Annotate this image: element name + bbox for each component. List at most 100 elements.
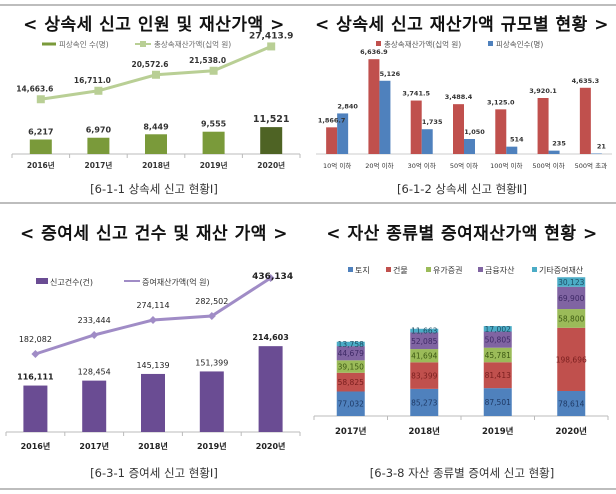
legend-label: 총상속재산가액(십억 원) (384, 39, 461, 49)
line-marker (266, 274, 275, 282)
stacked-bar-segment (410, 388, 439, 416)
bar (87, 137, 110, 154)
x-tick-label: 2018년 (409, 426, 441, 437)
legend-label: 유가증권 (433, 265, 462, 275)
legend-label: 피상속인수(명) (496, 39, 543, 49)
stacked-bar-segment (336, 341, 365, 347)
segment-data-label: 13,758 (338, 340, 364, 349)
bar (421, 129, 433, 154)
line-data-label: 20,572.6 (131, 60, 168, 69)
segment-data-label: 78,614 (558, 399, 584, 408)
bar-data-label: 11,521 (253, 114, 290, 125)
legend-label: 총상속재산가액(십억 원) (154, 39, 231, 49)
line-marker (90, 331, 99, 339)
stacked-bar-segment (557, 277, 586, 287)
legend-swatch-bar (36, 278, 48, 284)
bar (199, 371, 224, 432)
line-data-label: 274,114 (136, 301, 169, 310)
bar-data-label: 6,217 (28, 127, 53, 136)
x-tick-label: 30억 이하 (408, 161, 436, 170)
legend-label: 금융자산 (485, 265, 515, 275)
legend-swatch (478, 267, 483, 272)
chart-title: < 증여세 신고 건수 및 재산 가액 > (19, 224, 289, 244)
x-tick-label: 50억 이하 (450, 161, 478, 170)
stacked-bar-segment (336, 346, 365, 361)
line-marker (207, 312, 216, 320)
bar (548, 150, 560, 154)
line-data-label: 282,502 (195, 297, 228, 306)
bar (260, 127, 283, 154)
stacked-bar-segment (410, 332, 439, 350)
bar-data-label: 128,454 (78, 368, 111, 377)
x-tick-label: 2019년 (200, 160, 228, 170)
stacked-bar-segment (557, 286, 586, 310)
line-marker (267, 42, 276, 51)
gift-overview-panel: < 증여세 신고 건수 및 재산 가액 > 신고건수(건) 증여재산가액(억 원)… (0, 206, 308, 488)
bar-data-label: 3,920.1 (529, 87, 557, 95)
x-tick-label: 2019년 (197, 441, 227, 451)
legend-swatch (426, 267, 431, 272)
segment-data-label: 11,663 (411, 327, 437, 336)
bar (337, 113, 349, 154)
x-tick-label: 2017년 (79, 441, 109, 451)
stacked-bar-segment (410, 349, 439, 363)
top-divider (0, 4, 616, 6)
inherit-by-size-chart: 총상속재산가액(십억 원) 피상속인수(명) 1,866.7 2,840 10억 이하 6… (316, 39, 612, 170)
bar-data-label: 151,399 (195, 358, 228, 367)
bar-data-label: 3,125.0 (487, 98, 515, 106)
x-tick-label: 2019년 (482, 426, 514, 437)
x-tick-label: 10억 이하 (323, 161, 351, 170)
bar (453, 104, 464, 154)
line-data-label: 436,134 (252, 272, 293, 282)
bar-data-label: 1,050 (464, 128, 485, 136)
bar-data-label: 1,866.7 (318, 116, 346, 124)
segment-data-label: 17,002 (485, 325, 511, 334)
chart-title: < 상속세 신고 인원 및 재산가액 > (23, 15, 285, 35)
stacked-bar-segment (336, 360, 365, 373)
segment-data-label: 85,273 (411, 398, 437, 407)
stacked-bar-segment (410, 362, 439, 389)
bar-data-label: 3,741.5 (402, 90, 430, 98)
bar-data-label: 6,970 (86, 126, 112, 135)
inherit-overview-panel: < 상속세 신고 인원 및 재산가액 > 피상속인 수(명) 총상속재산가액(십억… (0, 0, 308, 200)
stacked-bar-segment (483, 326, 512, 332)
segment-data-label: 83,399 (411, 372, 437, 381)
segment-data-label: 41,694 (411, 352, 437, 361)
bar-data-label: 235 (552, 140, 566, 148)
line-data-label: 182,082 (19, 335, 52, 344)
chart-caption: [6-3-1 증여세 신고 현황Ⅰ] (90, 466, 218, 480)
bar-data-label: 3,488.4 (445, 93, 473, 101)
chart-caption: [6-3-8 자산 종류별 증여세 신고 현황] (369, 466, 555, 480)
chart-title: < 자산 종류별 증여재산가액 현황 > (326, 224, 598, 244)
bar-data-label: 2,840 (337, 102, 358, 110)
segment-data-label: 50,805 (485, 336, 511, 345)
x-tick-label: 2018년 (142, 160, 170, 170)
stacked-bar-segment (336, 391, 365, 416)
legend-label: 피상속인 수(명) (59, 39, 109, 49)
bar (579, 87, 591, 154)
line-marker (149, 316, 157, 324)
bar (326, 127, 338, 154)
x-tick-label: 20억 이하 (365, 161, 393, 170)
chart-caption: [6-1-1 상속세 신고 현황Ⅰ] (90, 182, 218, 196)
line-data-label: 27,413.9 (249, 31, 293, 41)
bar (145, 134, 167, 154)
chart-caption: [6-1-2 상속세 신고 현황Ⅱ] (397, 182, 527, 196)
segment-data-label: 58,800 (558, 314, 584, 323)
line-data-label: 233,444 (78, 316, 111, 325)
x-tick-label: 500억 초과 (575, 161, 607, 170)
stacked-bar-segment (557, 309, 586, 328)
legend-swatch (386, 267, 391, 272)
segment-data-label: 39,150 (338, 363, 364, 372)
bar-data-label: 116,111 (17, 373, 54, 382)
x-tick-label: 2017년 (85, 160, 113, 170)
bar-data-label: 1,735 (422, 118, 443, 126)
legend-swatch (376, 41, 381, 46)
segment-data-label: 69,900 (558, 294, 584, 303)
legend-label: 증여재산가액(억 원) (142, 277, 210, 287)
legend-swatch (488, 41, 493, 46)
bar (82, 380, 107, 432)
segment-data-label: 87,501 (485, 398, 511, 407)
x-tick-label: 2018년 (138, 441, 168, 451)
segment-data-label: 77,032 (338, 400, 364, 409)
